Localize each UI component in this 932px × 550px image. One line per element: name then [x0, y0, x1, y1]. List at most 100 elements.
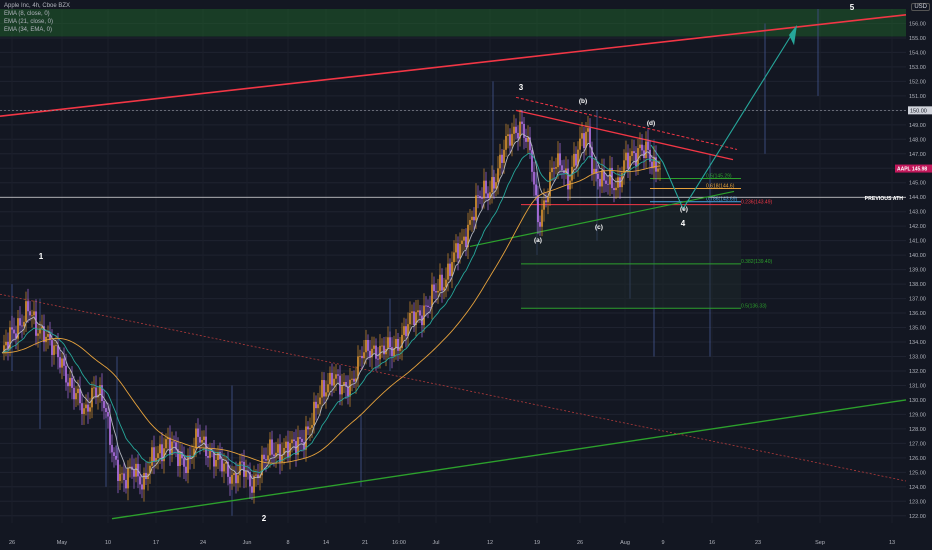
candle-body	[83, 408, 85, 414]
candle-body	[477, 195, 479, 197]
fib-level-label: 0.5(145.29)	[706, 174, 732, 180]
candle-body	[133, 469, 135, 477]
candle-body	[541, 209, 543, 227]
candle-body	[283, 447, 285, 455]
candle-body	[179, 451, 181, 467]
candle-body	[33, 311, 35, 316]
candle-body	[81, 403, 83, 414]
y-tick-label: 127.00	[909, 441, 926, 447]
candle-body	[501, 154, 503, 163]
candle-body	[61, 358, 63, 368]
candle-body	[41, 326, 43, 329]
candle-body	[193, 448, 195, 457]
candle-body	[293, 439, 295, 442]
last-price-box	[895, 164, 932, 173]
x-tick-label: 13	[889, 540, 895, 546]
candle-body	[357, 356, 359, 379]
highlight-price-label: 150.00	[910, 108, 927, 114]
candle-body	[53, 345, 55, 355]
candle-body	[557, 153, 559, 168]
candle-body	[269, 439, 271, 456]
y-tick-label: 134.00	[909, 340, 926, 346]
candle-body	[377, 358, 379, 360]
candle-body	[303, 442, 305, 450]
x-tick-label: Jul	[432, 540, 439, 546]
candle-body	[397, 338, 399, 351]
candle-body	[459, 244, 461, 259]
triangle-upper-dashed	[515, 96, 738, 150]
candle-body	[301, 438, 303, 443]
wave-label: 4	[681, 219, 686, 228]
highlight-price-box	[908, 106, 932, 115]
y-tick-label: 124.00	[909, 485, 926, 491]
candle-body	[23, 321, 25, 327]
candle-body	[641, 144, 643, 151]
candle-body	[281, 454, 283, 463]
candle-body	[445, 279, 447, 288]
wave-label: 5	[850, 3, 855, 12]
candle-body	[143, 472, 145, 490]
ema34-legend[interactable]: EMA (34, EMA, 0)	[4, 27, 53, 33]
currency-badge[interactable]: USD	[911, 3, 930, 11]
candle-body	[225, 461, 227, 464]
fib-retracement: 0.5(145.29) 0.618(144.6) 0.786(143.69) 0.23…	[521, 174, 772, 309]
candle-body	[47, 334, 49, 337]
candle-body	[549, 172, 551, 197]
candle-body	[331, 372, 333, 386]
price-axis[interactable]: 122.00 123.00 124.00 125.00 126.00 127.00 128.…	[909, 21, 926, 519]
candle-body	[235, 473, 237, 484]
candle-body	[411, 311, 413, 313]
candle-body	[599, 178, 601, 187]
candle-body	[431, 284, 433, 308]
candle-body	[401, 334, 403, 349]
time-axis[interactable]: 26 May 10 17 24 Jun 8 14 21 16:00 Jul 12 19 26 Aug 9 16 2…	[9, 540, 895, 546]
y-tick-label: 126.00	[909, 456, 926, 462]
candle-body	[163, 448, 165, 462]
candle-body	[89, 407, 91, 412]
x-tick-label: 16:00	[392, 540, 406, 546]
candle-body	[409, 312, 411, 325]
candle-body	[79, 388, 81, 404]
candle-body	[393, 348, 395, 357]
y-tick-label: 141.00	[909, 239, 926, 245]
candle-body	[101, 385, 103, 402]
candle-body	[423, 305, 425, 326]
triangle-upper	[515, 109, 734, 161]
y-tick-label: 143.00	[909, 210, 926, 216]
ema34-line	[1, 165, 661, 464]
y-tick-label: 156.00	[909, 21, 926, 27]
candle-body	[105, 408, 107, 413]
candle-body	[273, 454, 275, 457]
candle-body	[223, 463, 225, 472]
candle-body	[651, 161, 653, 169]
candle-body	[551, 167, 553, 173]
x-tick-label: 10	[105, 540, 111, 546]
candle-body	[439, 274, 441, 291]
candle-body	[191, 456, 193, 458]
candle-body	[169, 437, 171, 455]
candle-body	[109, 416, 111, 445]
x-tick-label: 16	[709, 540, 715, 546]
candle-body	[603, 170, 605, 181]
candle-body	[629, 155, 631, 169]
symbol-title[interactable]: Apple Inc, 4h, Cboe BZX	[4, 3, 71, 9]
wave-label: 3	[519, 83, 524, 92]
candle-body	[113, 452, 115, 456]
ema8-legend[interactable]: EMA (8, close, 0)	[4, 11, 50, 17]
x-tick-label: 21	[362, 540, 368, 546]
candle-body	[605, 180, 607, 184]
previous-ath-label: PREVIOUS ATH	[865, 196, 904, 202]
fib-level-label: 0.236(143.49)	[741, 200, 772, 206]
candle-body	[305, 426, 307, 450]
candle-body	[255, 474, 257, 476]
candle-body	[345, 381, 347, 387]
wave-label: 1	[39, 252, 44, 261]
candle-body	[233, 473, 235, 476]
candle-body	[17, 318, 19, 339]
ema21-legend[interactable]: EMA (21, close, 0)	[4, 19, 54, 25]
candle-body	[491, 177, 493, 193]
candle-body	[429, 307, 431, 308]
candle-body	[207, 456, 209, 458]
candle-body	[125, 480, 127, 489]
